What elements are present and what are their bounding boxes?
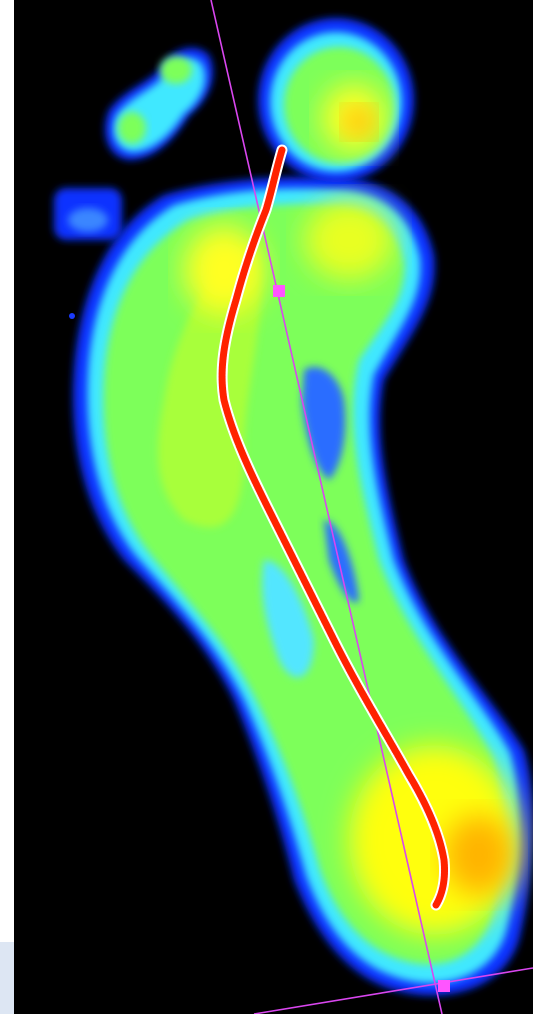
pressure-map-canvas[interactable] xyxy=(14,0,533,1014)
big-toe-pressure xyxy=(258,18,414,182)
left-frame-strip xyxy=(0,0,14,1014)
small-toes-pressure xyxy=(54,47,213,319)
footprint-svg xyxy=(54,0,533,1014)
baseline-line[interactable] xyxy=(253,967,533,1014)
corner-panel-tab xyxy=(0,942,14,1014)
center-of-pressure-trace xyxy=(216,144,450,911)
axis-handle-lower[interactable] xyxy=(438,980,450,992)
foot-axis-line[interactable] xyxy=(210,0,443,1014)
axis-handle-upper[interactable] xyxy=(273,285,285,297)
